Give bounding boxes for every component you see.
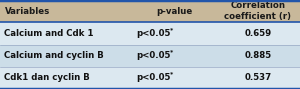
Text: *: * [169,49,173,54]
Text: p<0.05: p<0.05 [136,29,171,38]
Text: *: * [169,27,173,32]
Text: 0.885: 0.885 [244,51,272,60]
Text: 0.537: 0.537 [244,73,272,82]
Text: Cdk1 dan cyclin B: Cdk1 dan cyclin B [4,73,90,82]
Text: p-value: p-value [156,7,192,16]
Bar [0,0,300,22]
Text: p<0.05: p<0.05 [136,51,171,60]
Bar [0,44,300,67]
Text: Variables: Variables [4,7,50,16]
Text: p<0.05: p<0.05 [136,73,171,82]
Bar [0,67,300,89]
Text: *: * [169,71,173,76]
Text: Calcium and Cdk 1: Calcium and Cdk 1 [4,29,94,38]
Text: 0.659: 0.659 [244,29,272,38]
Text: Correlation
coefficient (r): Correlation coefficient (r) [224,1,292,21]
Text: Calcium and cyclin B: Calcium and cyclin B [4,51,104,60]
Bar [0,22,300,44]
